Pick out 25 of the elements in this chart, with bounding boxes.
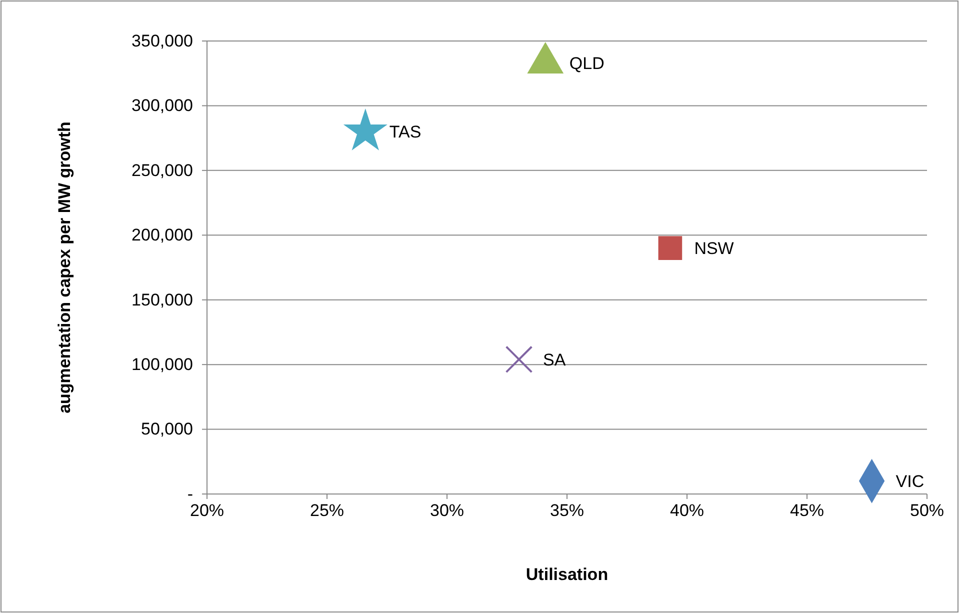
x-axis-title: Utilisation xyxy=(526,565,608,584)
x-tick-label: 40% xyxy=(670,501,704,520)
series-label: VIC xyxy=(896,472,924,492)
x-tick-label: 20% xyxy=(190,501,224,520)
x-tick-label: 30% xyxy=(430,501,464,520)
x-tick-label: 25% xyxy=(310,501,344,520)
point xyxy=(505,346,533,374)
y-tick-label: 250,000 xyxy=(132,160,193,180)
x-tick-label: 50% xyxy=(910,501,944,520)
y-tick-label: - xyxy=(187,484,193,504)
x-tick-label: 35% xyxy=(550,501,584,520)
y-tick-label: 100,000 xyxy=(132,355,193,374)
y-tick-label: 50,000 xyxy=(141,420,193,439)
y-tick-label: 200,000 xyxy=(132,226,193,245)
y-tick-label: 350,000 xyxy=(132,31,193,50)
y-tick-label: 150,000 xyxy=(132,290,193,310)
series-label: TAS xyxy=(389,122,422,142)
series-label: NSW xyxy=(694,239,734,258)
point xyxy=(344,110,386,150)
y-axis-title: augmentation capex per MW growth xyxy=(55,122,74,414)
point xyxy=(658,236,682,260)
series-label: SA xyxy=(543,350,566,370)
y-tick-label: 300,000 xyxy=(132,96,193,116)
x-tick-label: 45% xyxy=(790,501,824,520)
series-label: QLD xyxy=(569,54,604,74)
